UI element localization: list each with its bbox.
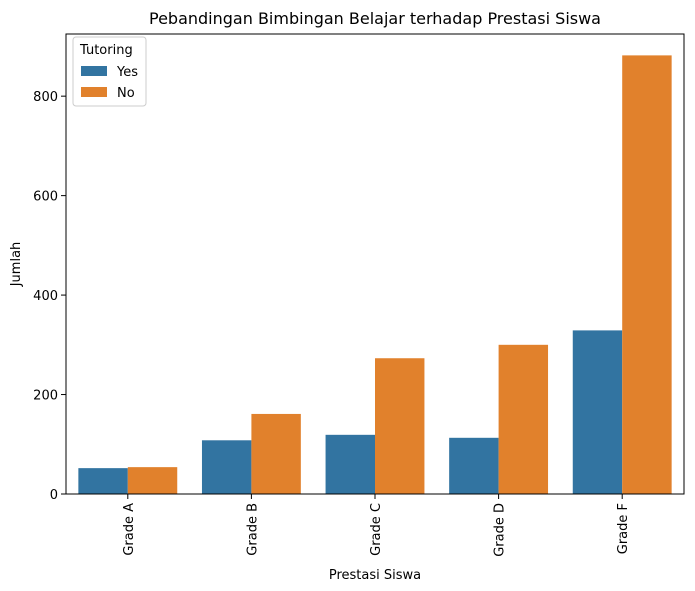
y-axis: 0 200 400 600 800 [33,90,66,503]
x-tick-label: Grade D [493,503,508,557]
bar-yes-grade-f [572,330,623,494]
bar-no-grade-f [622,55,672,494]
bar-yes-grade-b [201,440,252,494]
y-tick-label: 600 [33,190,58,205]
y-tick-label: 0 [50,488,58,503]
bar-no-grade-a [127,467,178,494]
bar-yes-grade-c [325,434,375,494]
legend: Tutoring Yes No [72,36,147,107]
legend-label-no: No [117,86,135,101]
legend-swatch-no [81,87,107,97]
bar-yes-grade-a [78,468,128,494]
bar-no-grade-c [375,358,425,494]
bar-no-grade-d [498,344,549,494]
x-tick-label: Grade C [369,503,384,556]
chart-title: Pebandingan Bimbingan Belajar terhadap P… [149,9,601,28]
bars-group [78,55,672,494]
x-axis-label: Prestasi Siswa [329,568,421,583]
legend-label-yes: Yes [116,65,138,80]
y-axis-label: Jumlah [9,242,24,288]
y-tick-label: 800 [33,90,58,105]
x-tick-label: Grade A [122,503,137,556]
legend-swatch-yes [81,66,107,76]
y-tick-label: 200 [33,389,58,404]
x-tick-label: Grade B [245,503,260,556]
plot-frame [65,33,685,495]
bar-no-grade-b [251,413,301,494]
x-tick-label: Grade F [616,503,631,554]
bar-yes-grade-d [449,437,499,494]
y-tick-label: 400 [33,289,58,304]
legend-title: Tutoring [79,43,133,58]
x-axis: Grade A Grade B Grade C Grade D Grade F [122,494,631,557]
